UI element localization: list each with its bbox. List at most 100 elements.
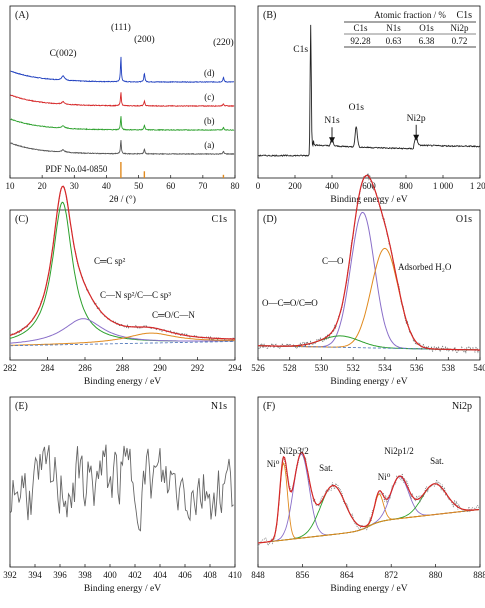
table-header: O1s [419,23,434,33]
x-tick-label: 60 [166,181,176,191]
envelope-line [9,185,235,340]
panel-label: (A) [15,10,29,21]
x-tick-label: 408 [203,570,217,580]
component-label: C—N sp²/C—C sp³ [100,290,171,300]
x-tick-label: 800 [399,181,413,191]
table-value: 0.72 [452,36,468,46]
survey-line [257,24,481,157]
panel-label: (D) [263,214,277,225]
peak-label: N1s [324,116,340,126]
n1s-line [9,444,234,532]
x-tick-label: 400 [103,570,117,580]
x-tick-label: 864 [340,570,354,580]
x-tick-label: 532 [346,363,360,373]
x-tick-label: 80 [231,181,241,191]
component-label: O—C═O/C═O [262,298,318,308]
x-tick-label: 540 [473,363,485,373]
envelope-line [258,174,480,351]
peak-annotation: C(002) [50,48,77,59]
x-tick-label: 392 [3,570,17,580]
xrd-series-line [10,116,235,132]
plot-frame [257,5,481,179]
x-tick-label: 20 [38,181,48,191]
x-tick-label: 888 [473,570,485,580]
background-line [10,340,236,347]
x-tick-label: 398 [78,570,92,580]
panel-d: 526 528 530 532 534 536 538 540 Binding energy /… [251,171,485,387]
x-tick-label: 410 [228,570,242,580]
series-label: (d) [204,68,215,78]
panel-title: Ni2p [452,401,472,412]
x-tick-label: 536 [410,363,424,373]
component-label: Adsorbed H₂O [398,262,452,272]
peak-annotation: (111) [111,22,131,33]
peak-annotation: Ni⁰ [378,472,391,482]
x-axis-label: Binding energy / eV [330,584,407,594]
table-value: 0.63 [386,36,402,46]
x-tick-label: 282 [3,363,17,373]
x-tick-label: 30 [70,181,80,191]
peak-label: Ni2p [407,114,426,124]
x-tick-label: 394 [28,570,42,580]
panel-f: 848 856 864 872 880 888 Binding energy / eV (F)… [251,396,485,594]
x-axis-label: Binding energy / eV [84,377,161,387]
series-label: (b) [204,116,215,126]
x-tick-label: 1 000 [433,181,454,191]
peak-annotation: Ni⁰ [267,459,280,469]
panel-b: 0 200 400 600 800 1 000 1 200 Binding energy / … [256,5,485,205]
x-tick-label: 292 [191,363,205,373]
x-tick-label: 528 [283,363,297,373]
panel-title: N1s [211,401,227,412]
table-value: 92.28 [350,36,371,46]
x-tick-label: 404 [153,570,167,580]
component-curve [257,476,479,544]
x-tick-label: 526 [251,363,265,373]
x-axis-label: Binding energy / eV [84,584,161,594]
panel-title: O1s [456,214,472,225]
x-tick-label: 288 [116,363,130,373]
peak-label: C1s [293,45,308,55]
raw-data-line [257,171,481,354]
x-tick-label: 530 [315,363,329,373]
x-tick-label: 40 [102,181,112,191]
raw-data-line [257,448,480,548]
xrd-series-line [10,92,235,108]
table-title: Atomic fraction / % [374,10,446,20]
xrd-series-line [10,140,235,156]
x-tick-label: 396 [53,570,67,580]
panel-a: 10 20 30 40 50 60 70 80 2θ / (°) (A) (d) (c) (b) (a) P… [6,5,241,205]
table-value: 6.38 [419,36,435,46]
x-tick-label: 880 [429,570,443,580]
component-label: C—O [322,256,344,266]
x-tick-label: 290 [153,363,167,373]
component-curve [258,211,480,351]
background-line [257,509,479,544]
table-header: N1s [386,23,401,33]
x-tick-label: 0 [256,181,261,191]
panel-title: C1s [211,214,227,225]
series-label: (c) [204,92,214,102]
reference-label: PDF No.04-0850 [45,164,108,174]
panel-label: (E) [15,401,28,412]
x-tick-label: 286 [78,363,92,373]
peak-annotation: Ni2p3/2 [279,446,309,456]
x-tick-label: 406 [178,570,192,580]
component-curve [9,201,236,342]
x-tick-label: 402 [128,570,142,580]
peak-annotation: Ni2p1/2 [384,446,414,456]
x-tick-label: 284 [41,363,55,373]
x-tick-label: 848 [251,570,265,580]
component-label: C═O/C—N [152,310,195,320]
plot-frame [9,396,236,568]
x-tick-label: 200 [288,181,302,191]
panel-label: (C) [15,214,28,225]
series-label: (a) [204,140,214,150]
plot-frame [9,5,236,179]
x-axis-label: 2θ / (°) [109,194,136,205]
component-curve [10,332,235,346]
table-header: C1s [353,23,368,33]
peak-annotation: Sat. [430,456,444,466]
peak-label: O1s [349,103,365,113]
peak-annotation: Sat. [319,463,333,473]
